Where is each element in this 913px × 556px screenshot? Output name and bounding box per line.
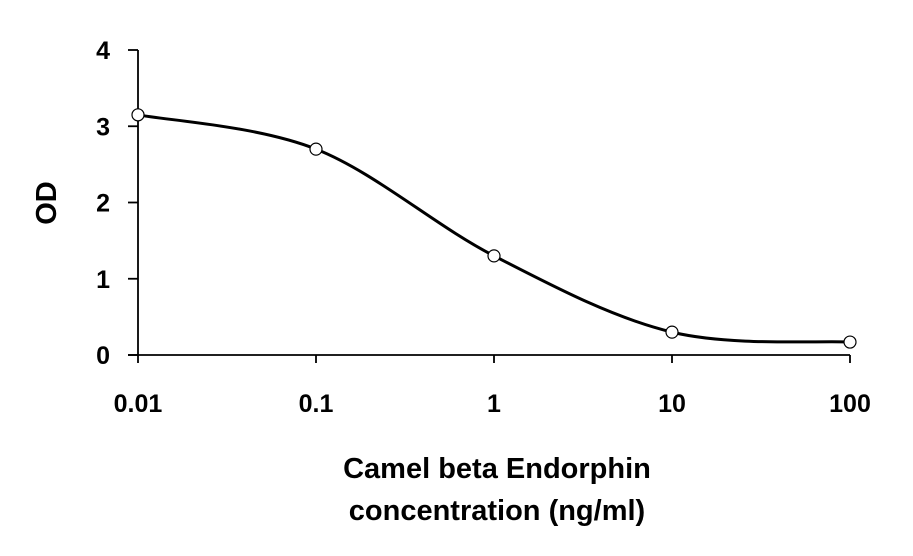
y-tick-label: 4 xyxy=(96,37,110,65)
x-axis-title-line-1: Camel beta Endorphin xyxy=(343,453,651,485)
y-ticks: 0 1 2 3 4 xyxy=(96,37,138,370)
x-tick-label: 0.1 xyxy=(299,390,334,418)
x-tick-label: 100 xyxy=(829,390,871,418)
x-tick-label: 10 xyxy=(658,390,686,418)
y-tick-label: 0 xyxy=(96,342,110,370)
data-point xyxy=(843,335,857,349)
y-tick-label: 2 xyxy=(96,190,110,218)
data-point xyxy=(665,325,679,339)
x-axis-title-line-2: concentration (ng/ml) xyxy=(349,495,645,527)
y-axis-title: OD xyxy=(31,181,63,225)
data-point xyxy=(487,249,501,263)
x-tick-label: 1 xyxy=(487,390,501,418)
y-tick-label: 1 xyxy=(96,266,110,294)
data-point xyxy=(131,108,145,122)
x-ticks: 0.01 0.1 1 10 100 xyxy=(114,355,871,418)
y-tick-label: 3 xyxy=(96,113,110,141)
series-group xyxy=(131,108,857,349)
data-point xyxy=(309,142,323,156)
series-line xyxy=(137,113,851,344)
axes xyxy=(128,50,850,356)
x-tick-label: 0.01 xyxy=(114,390,163,418)
